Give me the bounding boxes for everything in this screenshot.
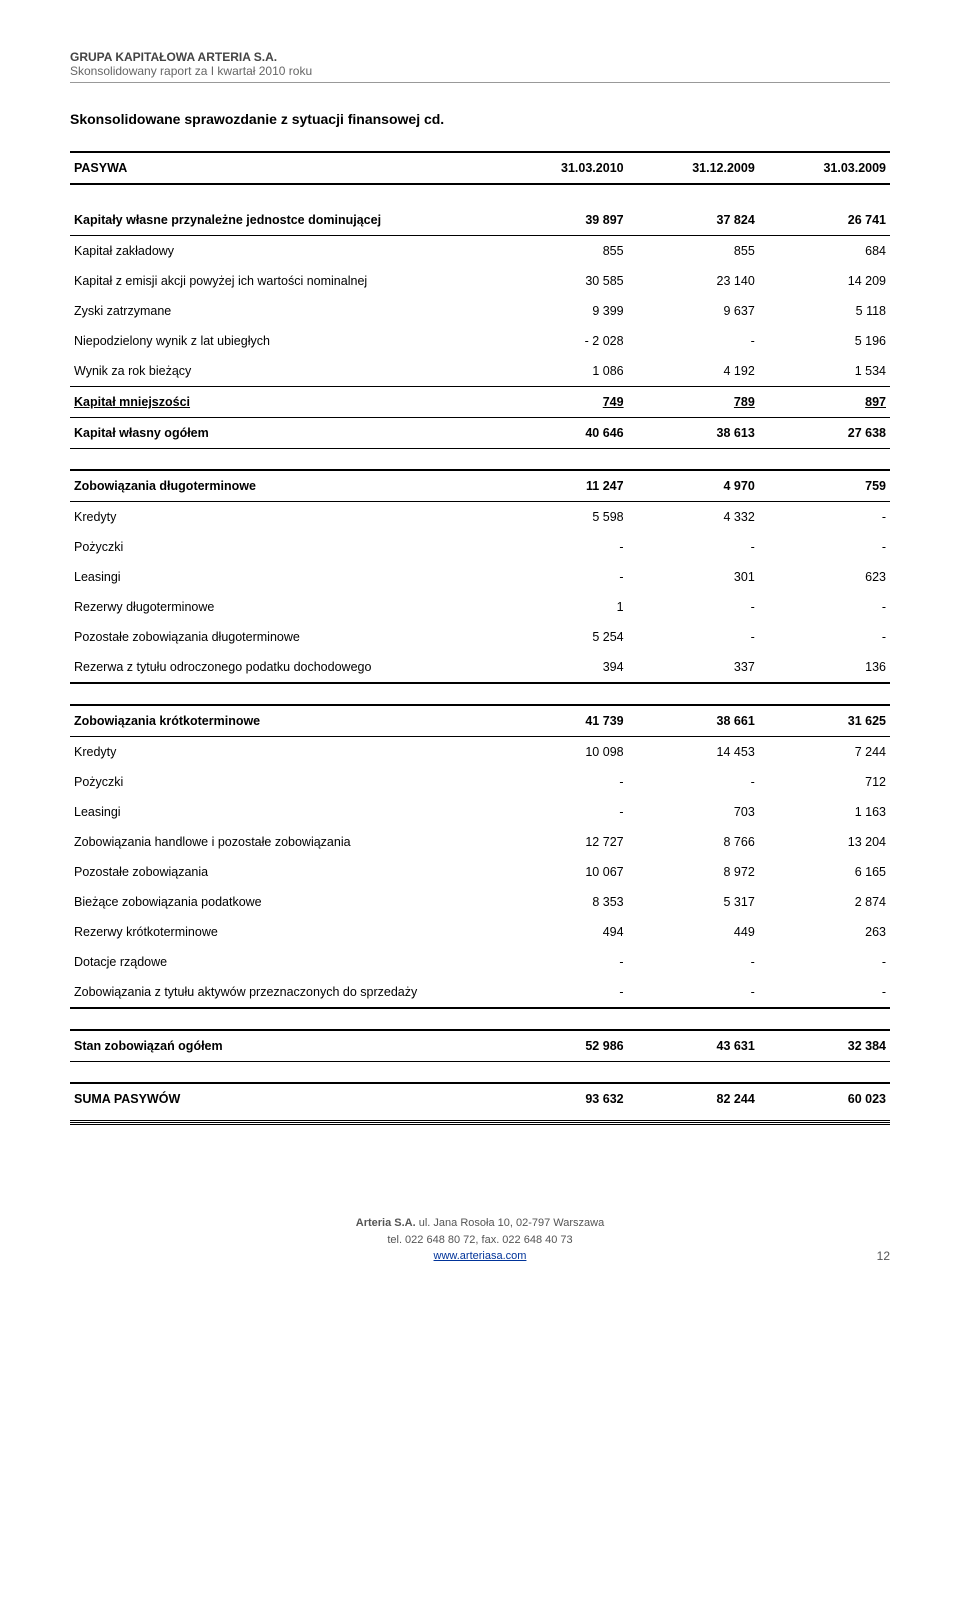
company-name: GRUPA KAPITAŁOWA ARTERIA S.A.	[70, 50, 890, 64]
table-row: Zobowiązania z tytułu aktywów przeznaczo…	[70, 977, 890, 1008]
table-row: Bieżące zobowiązania podatkowe 8 353 5 3…	[70, 887, 890, 917]
table-row: Zobowiązania krótkoterminowe 41 739 38 6…	[70, 705, 890, 737]
table-row: Leasingi - 703 1 163	[70, 797, 890, 827]
report-subtitle: Skonsolidowany raport za I kwartał 2010 …	[70, 64, 890, 78]
table-row: Zobowiązania długoterminowe 11 247 4 970…	[70, 470, 890, 502]
table-row: Rezerwy długoterminowe 1 - -	[70, 592, 890, 622]
footer-phone: tel. 022 648 80 72, fax. 022 648 40 73	[110, 1232, 850, 1249]
table-row: Zobowiązania handlowe i pozostałe zobowi…	[70, 827, 890, 857]
table-header-row: PASYWA 31.03.2010 31.12.2009 31.03.2009	[70, 152, 890, 184]
col-date-3: 31.03.2009	[759, 152, 890, 184]
page-footer: Arteria S.A. ul. Jana Rosoła 10, 02-797 …	[70, 1215, 890, 1265]
col-label: PASYWA	[70, 152, 496, 184]
table-row: Pozostałe zobowiązania długoterminowe 5 …	[70, 622, 890, 652]
table-row: Kredyty 10 098 14 453 7 244	[70, 737, 890, 768]
table-row: Rezerwy krótkoterminowe 494 449 263	[70, 917, 890, 947]
footer-link[interactable]: www.arteriasa.com	[434, 1250, 527, 1262]
table-row-grand-total: SUMA PASYWÓW 93 632 82 244 60 023	[70, 1083, 890, 1121]
table-row: Stan zobowiązań ogółem 52 986 43 631 32 …	[70, 1030, 890, 1062]
table-row: Kapitał zakładowy 855 855 684	[70, 236, 890, 267]
table-row: Kapitały własne przynależne jednostce do…	[70, 205, 890, 236]
table-row: Wynik za rok bieżący 1 086 4 192 1 534	[70, 356, 890, 387]
footer-address: ul. Jana Rosoła 10, 02-797 Warszawa	[416, 1217, 605, 1229]
table-row: Dotacje rządowe - - -	[70, 947, 890, 977]
footer-company: Arteria S.A.	[356, 1217, 416, 1229]
table-row: Kapitał mniejszości 749 789 897	[70, 387, 890, 418]
table-row: Kapitał z emisji akcji powyżej ich warto…	[70, 266, 890, 296]
table-row: Kapitał własny ogółem 40 646 38 613 27 6…	[70, 418, 890, 449]
table-row: Zyski zatrzymane 9 399 9 637 5 118	[70, 296, 890, 326]
financial-table: PASYWA 31.03.2010 31.12.2009 31.03.2009 …	[70, 151, 890, 1125]
table-row: Kredyty 5 598 4 332 -	[70, 502, 890, 533]
col-date-1: 31.03.2010	[496, 152, 627, 184]
table-row: Pozostałe zobowiązania 10 067 8 972 6 16…	[70, 857, 890, 887]
table-row: Pożyczki - - -	[70, 532, 890, 562]
col-date-2: 31.12.2009	[628, 152, 759, 184]
document-header: GRUPA KAPITAŁOWA ARTERIA S.A. Skonsolido…	[70, 50, 890, 83]
table-row: Leasingi - 301 623	[70, 562, 890, 592]
table-row: Niepodzielony wynik z lat ubiegłych - 2 …	[70, 326, 890, 356]
page-number: 12	[850, 1247, 890, 1265]
section-title: Skonsolidowane sprawozdanie z sytuacji f…	[70, 111, 890, 127]
table-row: Pożyczki - - 712	[70, 767, 890, 797]
table-row: Rezerwa z tytułu odroczonego podatku doc…	[70, 652, 890, 683]
